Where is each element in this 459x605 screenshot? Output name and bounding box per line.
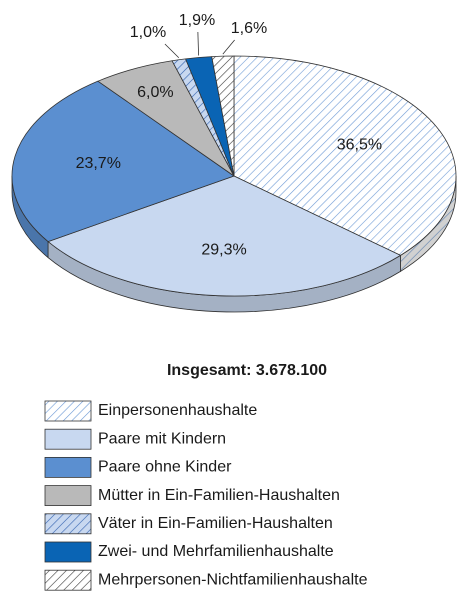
data-labels: 36,5% 29,3% 23,7% 6,0% 1,0% 1,9% 1,6% bbox=[76, 12, 383, 258]
pie-sides bbox=[11, 175, 457, 313]
legend-label: Zwei- und Mehrfamilienhaushalte bbox=[98, 543, 334, 560]
slice bbox=[233, 55, 457, 256]
slice-side-shade bbox=[12, 176, 49, 258]
slice bbox=[47, 175, 401, 297]
legend-swatch bbox=[44, 428, 92, 450]
pie-tops bbox=[11, 55, 457, 297]
legend-swatch bbox=[44, 569, 92, 591]
data-label: 6,0% bbox=[137, 84, 173, 101]
legend-label: Mehrpersonen-Nichtfamilienhaushalte bbox=[98, 571, 368, 588]
data-label: 29,3% bbox=[201, 241, 246, 258]
data-label: 1,6% bbox=[231, 20, 267, 37]
leader-line bbox=[222, 39, 235, 55]
legend-label: Paare mit Kindern bbox=[98, 430, 226, 447]
legend-swatch bbox=[44, 485, 92, 507]
legend-label: Väter in Ein-Familien-Haushalten bbox=[98, 515, 333, 532]
slice-side-shade bbox=[48, 241, 401, 312]
leader-line bbox=[197, 31, 199, 56]
leader-line bbox=[164, 43, 180, 59]
legend: Einpersonenhaushalte Paare mit Kindern Paa… bbox=[44, 400, 368, 591]
slice-side-shade bbox=[400, 176, 456, 272]
slice bbox=[211, 55, 235, 177]
legend-label: Mütter in Ein-Familien-Haushalten bbox=[98, 487, 340, 504]
data-label: 23,7% bbox=[76, 155, 121, 172]
data-label: 1,9% bbox=[179, 12, 215, 29]
legend-label: Einpersonenhaushalte bbox=[98, 402, 257, 419]
chart-subtitle: Insgesamt: 3.678.100 bbox=[167, 362, 327, 379]
data-label: 36,5% bbox=[337, 137, 382, 154]
legend-swatch bbox=[44, 513, 92, 535]
data-label: 1,0% bbox=[130, 24, 166, 41]
legend-swatch bbox=[44, 400, 92, 422]
legend-swatch bbox=[44, 541, 92, 563]
legend-swatch bbox=[44, 456, 92, 478]
legend-label: Paare ohne Kinder bbox=[98, 459, 232, 476]
slice bbox=[11, 80, 235, 242]
